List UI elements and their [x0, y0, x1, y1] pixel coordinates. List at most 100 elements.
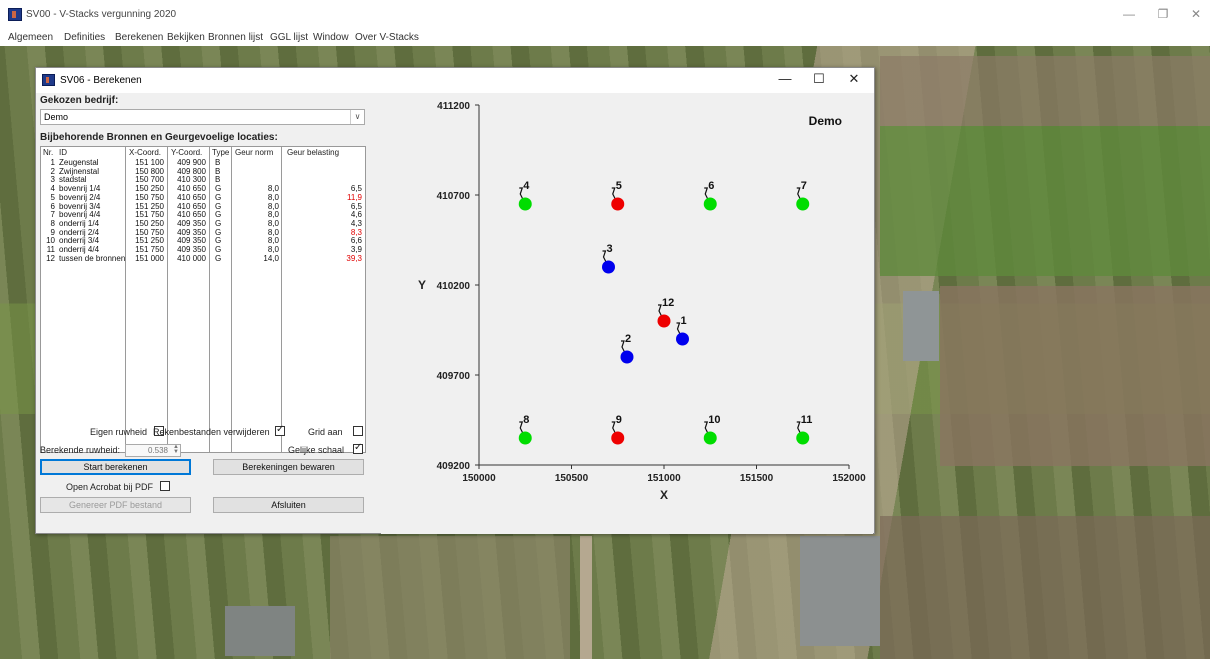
bg-field	[940, 286, 1210, 466]
cell-nr: 11	[46, 245, 55, 254]
grid-checkbox[interactable]	[353, 426, 363, 436]
cell-nr: 12	[46, 253, 55, 263]
grid-label: Grid aan	[308, 427, 343, 437]
point-marker	[676, 332, 689, 346]
gelijke-schaal-label: Gelijke schaal	[288, 445, 345, 455]
point-label: 7	[801, 180, 807, 192]
menu-definities[interactable]: Definities	[64, 32, 106, 43]
table-row[interactable]: 9 onderrij 2/4 150 750 409 350 G 8,0 8,3	[41, 227, 365, 237]
cell-x: 151 750	[135, 245, 164, 254]
gelijke-schaal-checkbox[interactable]	[353, 442, 363, 454]
table-row[interactable]: 1 Zeugenstal 151 100 409 900 B	[41, 158, 365, 167]
cell-x: 150 750	[135, 227, 164, 237]
menu-algemeen[interactable]: Algemeen	[8, 32, 54, 43]
col-header-norm[interactable]: Geur norm	[235, 148, 274, 157]
col-header-type[interactable]: Type	[212, 148, 230, 157]
cell-nr: 8	[50, 218, 55, 228]
menu-bronnen-lijst[interactable]: Bronnen lijst	[208, 32, 264, 43]
dialog-close-icon[interactable]: ✕	[848, 71, 860, 86]
cell-load: 6,5	[350, 184, 362, 194]
point-marker	[796, 431, 810, 445]
cell-x: 151 100	[135, 158, 164, 167]
point-marker	[620, 350, 634, 364]
table-row[interactable]: 11 onderrij 4/4 151 750 409 350 G 8,0 3,9	[41, 245, 365, 254]
cell-type: B	[215, 158, 221, 167]
column-separator	[281, 147, 282, 452]
close-icon[interactable]: ✕	[1190, 7, 1202, 21]
dialog-maximize-icon[interactable]: ☐	[813, 71, 825, 86]
table-row[interactable]: 6 bovenrij 3/4 151 250 410 650 G 8,0 6,5	[41, 202, 365, 211]
y-tick-label: 411200	[437, 101, 470, 112]
restore-icon[interactable]: ❐	[1157, 7, 1169, 21]
point-label: 8	[523, 414, 529, 426]
cell-load: 8,3	[350, 227, 362, 237]
cell-norm: 8,0	[267, 236, 279, 246]
menu-over[interactable]: Over V-Stacks	[355, 32, 419, 43]
col-header-nr[interactable]: Nr.	[43, 148, 54, 157]
company-select[interactable]: Demo ∨	[40, 109, 365, 125]
scatter-chart: 409200 409700 410200 410700 411200 150000 1505…	[381, 94, 873, 534]
bg-field	[880, 126, 1210, 276]
bg-building	[800, 536, 880, 646]
cell-norm: 8,0	[267, 245, 279, 254]
point-label: 4	[523, 180, 530, 192]
bg-field	[880, 516, 1210, 659]
cell-nr: 3	[50, 175, 55, 185]
table-row[interactable]: 8 onderrij 1/4 150 250 409 350 G 8,0 4,3	[41, 218, 365, 228]
berekeningen-bewaren-button[interactable]: Berekeningen bewaren	[213, 459, 364, 475]
sources-table[interactable]: Nr. ID X-Coord. Y-Coord. Type Geur norm …	[40, 146, 366, 453]
point-marker	[703, 431, 717, 445]
cell-load: 11,9	[347, 192, 362, 202]
point-marker	[611, 197, 625, 211]
menu-berekenen[interactable]: Berekenen	[115, 32, 164, 43]
eigen-ruwheid-checkbox[interactable]	[154, 426, 164, 436]
spinner-icon[interactable]: ▲ ▼	[173, 444, 179, 455]
cell-id: stadstal	[59, 175, 87, 185]
genereer-pdf-button[interactable]: Genereer PDF bestand	[40, 497, 191, 513]
point-marker	[703, 197, 717, 211]
afsluiten-button[interactable]: Afsluiten	[213, 497, 364, 513]
table-row[interactable]: 3 stadstal 150 700 410 300 B	[41, 175, 365, 185]
cell-id: tussen de bronnen	[59, 253, 126, 263]
cell-norm: 8,0	[267, 227, 279, 237]
y-tick-label: 410200	[437, 281, 471, 292]
menu-window[interactable]: Window	[313, 32, 349, 43]
x-tick-label: 152000	[832, 473, 866, 484]
table-row[interactable]: 2 Zwijnenstal 150 800 409 800 B	[41, 166, 365, 176]
cell-nr: 2	[50, 166, 55, 176]
rekenbestanden-checkbox[interactable]	[275, 424, 285, 436]
cell-load: 4,6	[350, 210, 362, 220]
dialog-minimize-icon[interactable]: —	[778, 71, 792, 86]
table-row[interactable]: 4 bovenrij 1/4 150 250 410 650 G 8,0 6,5	[41, 184, 365, 194]
table-row[interactable]: 5 bovenrij 2/4 150 750 410 650 G 8,0 11,9	[41, 192, 365, 202]
bg-building	[903, 291, 939, 361]
col-header-id[interactable]: ID	[59, 148, 67, 157]
dialog-icon	[42, 74, 55, 86]
chevron-down-icon[interactable]: ∨	[350, 110, 364, 124]
y-tick-label: 409700	[437, 371, 471, 382]
table-row[interactable]: 7 bovenrij 4/4 151 750 410 650 G 8,0 4,6	[41, 210, 365, 220]
table-row[interactable]: 12 tussen de bronnen 151 000 410 000 G 14,0 39…	[41, 253, 365, 263]
x-axis-label: X	[660, 488, 668, 502]
start-berekenen-button[interactable]: Start berekenen	[40, 459, 191, 475]
menu-bekijken[interactable]: Bekijken	[167, 32, 205, 43]
minimize-icon[interactable]: —	[1123, 7, 1135, 21]
point-label: 1	[681, 315, 687, 327]
list-label: Bijbehorende Bronnen en Geurgevoelige lo…	[40, 132, 278, 143]
col-header-x[interactable]: X-Coord.	[129, 148, 162, 157]
ruwheid-input[interactable]: 0.538 ▲ ▼	[125, 444, 181, 457]
menu-ggl-lijst[interactable]: GGL lijst	[270, 32, 308, 43]
bg-road	[580, 536, 592, 659]
point-marker	[602, 260, 615, 274]
bg-field	[330, 536, 570, 659]
col-header-load[interactable]: Geur belasting	[287, 148, 340, 157]
ruwheid-value: 0.538	[147, 446, 168, 455]
cell-y: 410 300	[177, 175, 206, 185]
cell-nr: 1	[50, 158, 55, 167]
point-label: 6	[708, 180, 714, 192]
table-row[interactable]: 10 onderrij 3/4 151 250 409 350 G 8,0 6,6	[41, 236, 365, 246]
rekenbestanden-label: Rekenbestanden verwijderen	[153, 427, 270, 437]
col-header-y[interactable]: Y-Coord.	[171, 148, 203, 157]
open-acrobat-checkbox[interactable]	[160, 481, 170, 491]
eigen-ruwheid-label: Eigen ruwheid	[90, 427, 148, 437]
